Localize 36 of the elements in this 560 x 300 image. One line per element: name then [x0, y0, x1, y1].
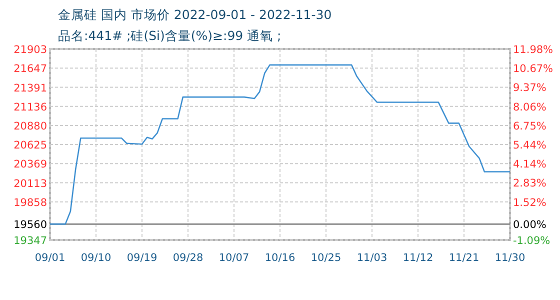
x-tick-label: 11/12: [402, 252, 434, 264]
y2-tick-label: -1.09%: [513, 235, 550, 247]
x-tick-label: 09/19: [126, 252, 158, 264]
y2-tick-label: 8.06%: [513, 101, 546, 114]
y2-tick-label: 9.37%: [513, 82, 546, 94]
x-tick-label: 11/03: [356, 252, 388, 264]
y-tick-label: 20625: [14, 140, 47, 152]
y2-tick-label: 6.75%: [513, 120, 546, 132]
line-series: [49, 64, 511, 225]
y-tick-label: 19347: [14, 235, 47, 247]
x-tick-label: 10/16: [264, 252, 296, 264]
x-tick-label: 11/21: [448, 252, 480, 264]
y-tick-label: 20880: [14, 120, 47, 132]
y-tick-label: 20369: [14, 158, 47, 171]
x-tick-label: 10/25: [310, 252, 342, 264]
chart-title: 金属硅 国内 市场价 2022-09-01 - 2022-11-30: [58, 7, 332, 22]
y2-tick-label: 11.98%: [513, 44, 554, 56]
x-tick-label: 09/01: [34, 252, 66, 264]
y-tick-label: 21136: [14, 101, 48, 114]
y-tick-label: 21903: [14, 44, 47, 56]
y2-tick-label: 2.83%: [513, 178, 546, 190]
y-tick-label: 19858: [14, 196, 47, 209]
y2-tick-label: 0.00%: [513, 219, 546, 232]
chart-subtitle: 品名:441# ;硅(Si)含量(%)≥:99 通氧 ;: [58, 28, 282, 43]
y-tick-label: 21391: [14, 82, 47, 94]
x-tick-label: 10/07: [218, 252, 250, 264]
y2-tick-label: 1.52%: [513, 196, 546, 209]
x-tick-label: 09/10: [80, 252, 112, 264]
y2-tick-label: 4.14%: [513, 158, 546, 171]
y-tick-label: 20113: [14, 178, 47, 190]
y-tick-label: 21647: [14, 63, 47, 76]
x-tick-label: 09/28: [172, 252, 204, 264]
y2-tick-label: 5.44%: [513, 140, 546, 152]
y2-tick-label: 10.67%: [513, 63, 554, 76]
y-tick-label: 19560: [14, 219, 47, 232]
x-tick-label: 11/30: [494, 252, 526, 264]
